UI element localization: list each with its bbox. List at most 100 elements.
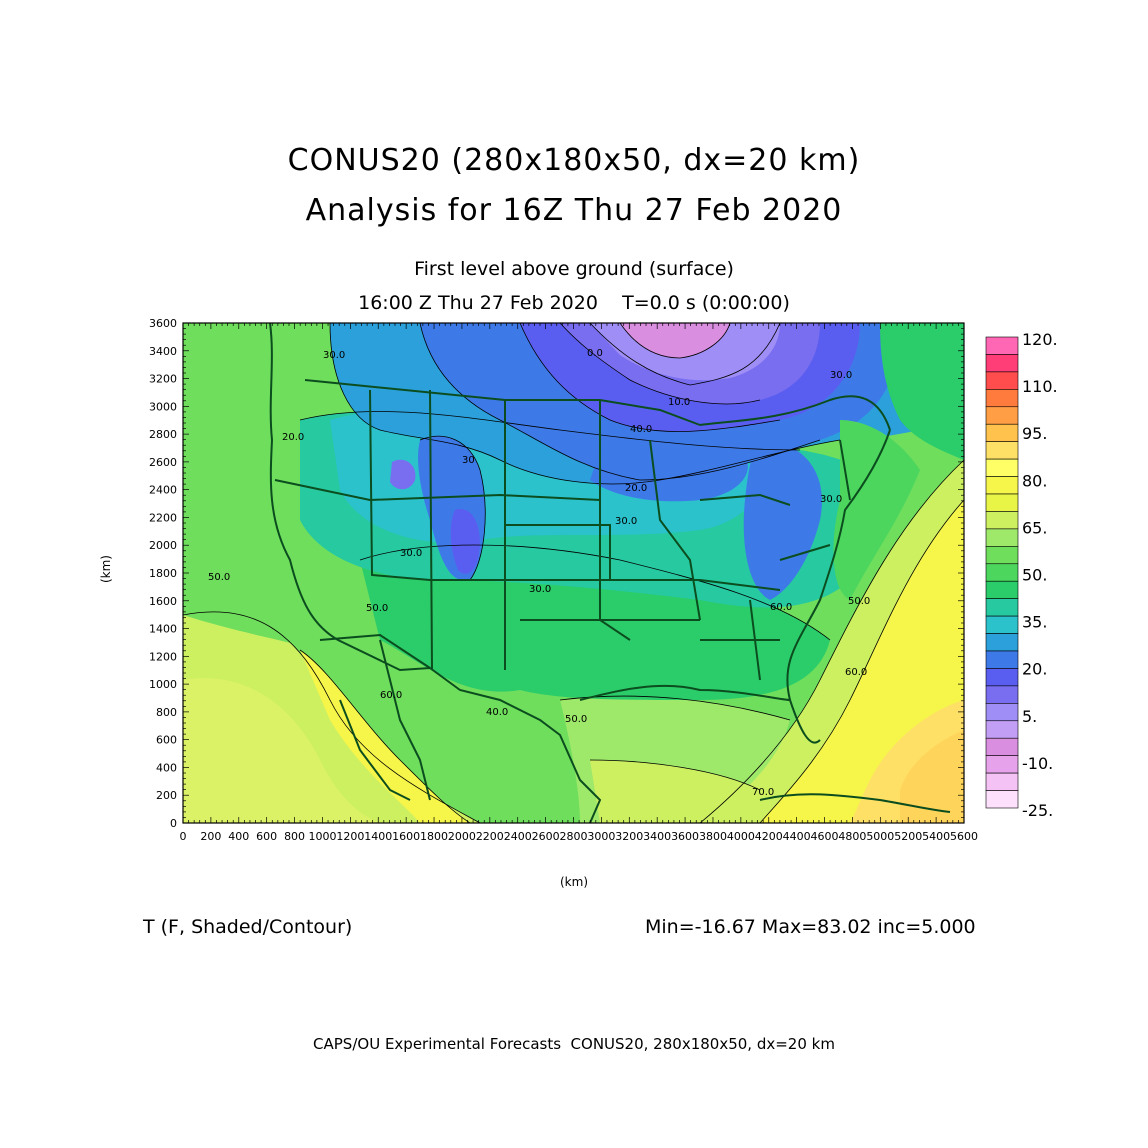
y-tick-label: 1400 (149, 623, 177, 636)
colorbar-label: 5. (1022, 707, 1037, 726)
colorbar-swatch (985, 598, 1019, 617)
y-tick-label: 3200 (149, 373, 177, 386)
x-tick-label: 4600 (811, 830, 839, 843)
shaded-field (183, 323, 964, 823)
colorbar-swatch (985, 580, 1019, 599)
state-boundaries (269, 323, 951, 823)
colorbar-swatch (985, 772, 1019, 791)
level-label: First level above ground (surface) (414, 258, 734, 280)
contour-label: 20.0 (282, 432, 304, 443)
contour-label: 30.0 (830, 370, 852, 381)
x-tick-label: 1000 (308, 830, 336, 843)
x-tick-label: 1600 (392, 830, 420, 843)
colorbar-label: 95. (1022, 424, 1047, 443)
y-axis: 0 200 400 600 800 1000 1200 1400 1600 1800 2000 220… (149, 317, 964, 830)
colorbar-swatch (985, 528, 1019, 547)
x-tick-label: 3400 (643, 830, 671, 843)
contour-label: 20.0 (625, 483, 647, 494)
colorbar-swatch (985, 354, 1019, 373)
contour-label: 60.0 (380, 690, 402, 701)
valid-time-label: 16:00 Z Thu 27 Feb 2020 T=0.0 s (0:00:00… (358, 292, 790, 314)
contour-label: 50.0 (848, 596, 870, 607)
y-tick-label: 3600 (149, 317, 177, 330)
colorbar-swatch (985, 737, 1019, 756)
colorbar: 120. 110. 95. 80. 65. 50. 35. 20. 5. -10. -25. (985, 330, 1058, 820)
colorbar-label: -25. (1022, 801, 1053, 820)
colorbar-swatch (985, 493, 1019, 512)
colorbar-swatch (985, 406, 1019, 425)
y-tick-label: 200 (156, 789, 177, 802)
plot-subtitle: Analysis for 16Z Thu 27 Feb 2020 (305, 193, 843, 228)
x-tick-label: 4000 (727, 830, 755, 843)
y-tick-label: 800 (156, 706, 177, 719)
y-tick-label: 600 (156, 734, 177, 747)
plot-title: CONUS20 (280x180x50, dx=20 km) (287, 143, 861, 178)
x-tick-label: 5200 (894, 830, 922, 843)
x-axis: 0 200 400 600 800 1000 1200 1400 1600 1800 2000 220… (180, 323, 978, 843)
colorbar-label: 20. (1022, 660, 1047, 679)
contour-label: 50.0 (565, 714, 587, 725)
y-tick-label: 3000 (149, 400, 177, 413)
contour-label: 30.0 (400, 548, 422, 559)
contour-label: 60.0 (845, 667, 867, 678)
colorbar-swatch (985, 755, 1019, 774)
contour-label: 30.0 (615, 516, 637, 527)
colorbar-swatch (985, 563, 1019, 582)
colorbar-swatch (985, 371, 1019, 390)
contour-label: 30.0 (820, 494, 842, 505)
contour-label: 70.0 (752, 787, 774, 798)
x-tick-label: 2000 (448, 830, 476, 843)
y-tick-label: 3400 (149, 345, 177, 358)
y-tick-label: 1200 (149, 650, 177, 663)
colorbar-swatch (985, 615, 1019, 634)
x-tick-label: 1800 (420, 830, 448, 843)
contour-label: 30 (462, 455, 475, 466)
contour-label: 50.0 (366, 603, 388, 614)
x-tick-label: 1200 (336, 830, 364, 843)
x-tick-label: 5600 (950, 830, 978, 843)
colorbar-swatch (985, 511, 1019, 530)
colorbar-swatch (985, 441, 1019, 460)
colorbar-swatch (985, 546, 1019, 565)
x-tick-label: 3200 (615, 830, 643, 843)
x-tick-label: 2400 (504, 830, 532, 843)
x-tick-label: 5000 (866, 830, 894, 843)
footer-label: CAPS/OU Experimental Forecasts CONUS20, … (313, 1035, 835, 1053)
x-tick-label: 4200 (755, 830, 783, 843)
colorbar-swatch (985, 458, 1019, 477)
colorbar-swatch (985, 790, 1019, 809)
colorbar-swatch (985, 423, 1019, 442)
x-tick-label: 2800 (560, 830, 588, 843)
y-tick-label: 2400 (149, 484, 177, 497)
x-tick-label: 2600 (532, 830, 560, 843)
x-tick-label: 600 (256, 830, 277, 843)
x-tick-label: 200 (200, 830, 221, 843)
x-tick-label: 3000 (587, 830, 615, 843)
contour-label: 30.0 (323, 350, 345, 361)
y-tick-label: 1800 (149, 567, 177, 580)
contour-label: 40.0 (486, 707, 508, 718)
colorbar-swatch (985, 336, 1019, 355)
colorbar-label: 35. (1022, 613, 1047, 632)
x-tick-label: 4800 (838, 830, 866, 843)
contour-label: 40.0 (630, 424, 652, 435)
colorbar-swatch (985, 668, 1019, 687)
colorbar-swatch (985, 633, 1019, 652)
x-tick-label: 0 (180, 830, 187, 843)
contour-label: 0.0 (587, 348, 603, 359)
x-tick-label: 4400 (783, 830, 811, 843)
x-tick-label: 400 (228, 830, 249, 843)
colorbar-label: -10. (1022, 754, 1053, 773)
x-tick-label: 3600 (671, 830, 699, 843)
x-axis-unit: (km) (560, 875, 589, 889)
y-tick-label: 2600 (149, 456, 177, 469)
colorbar-label: 110. (1022, 377, 1058, 396)
colorbar-swatch (985, 476, 1019, 495)
x-tick-label: 2200 (476, 830, 504, 843)
x-tick-label: 3800 (699, 830, 727, 843)
x-tick-label: 1400 (364, 830, 392, 843)
colorbar-swatch (985, 720, 1019, 739)
contour-label: 60.0 (770, 602, 792, 613)
y-tick-label: 400 (156, 761, 177, 774)
